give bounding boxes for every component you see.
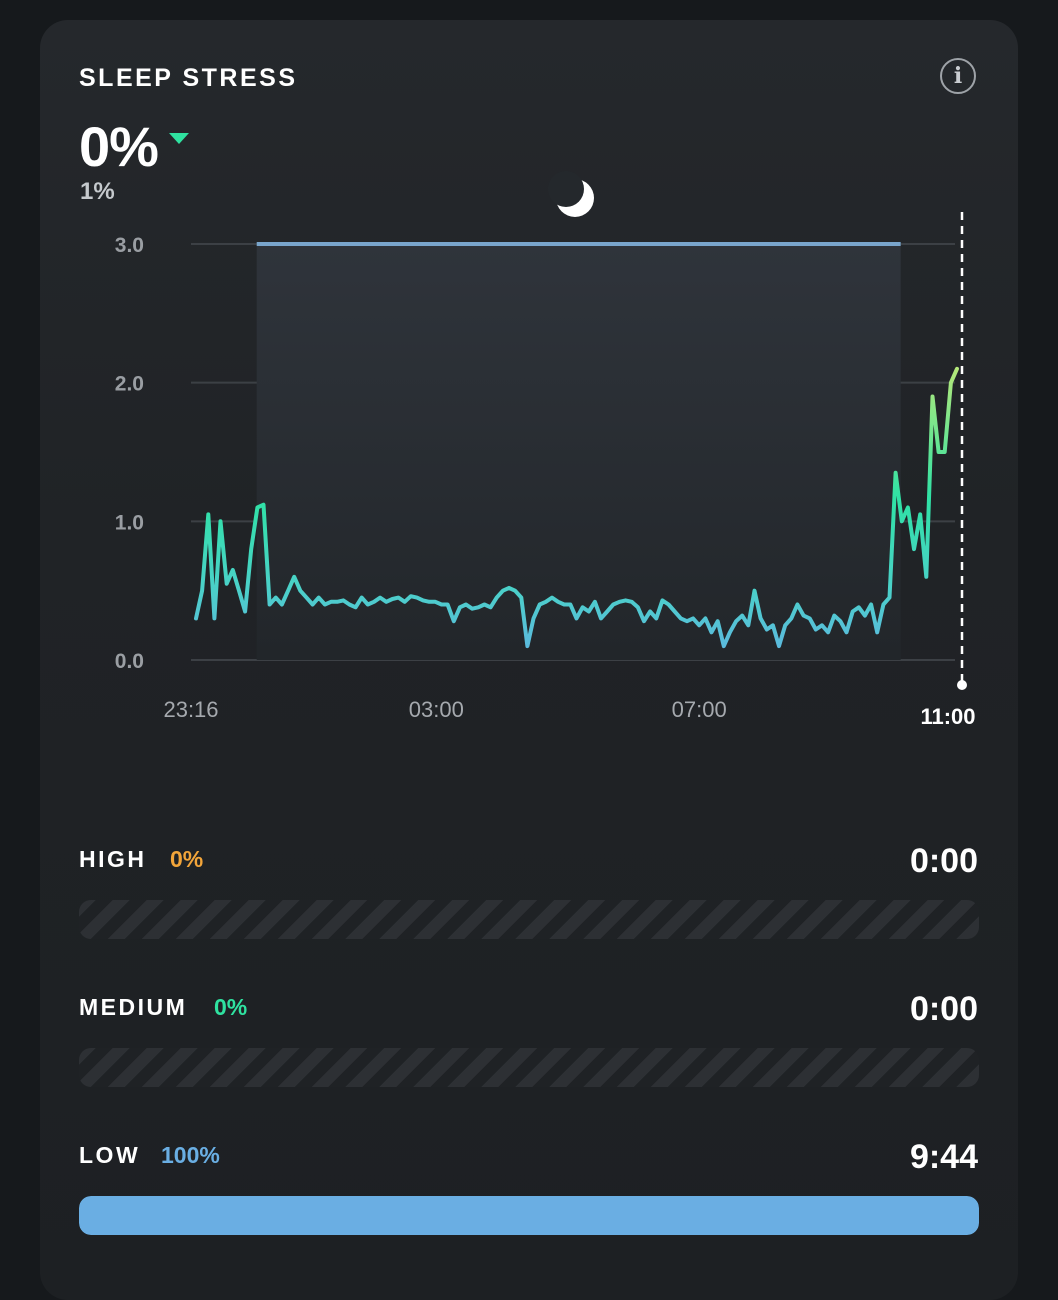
stress-value: 0% bbox=[79, 115, 159, 178]
info-icon[interactable]: i bbox=[940, 58, 976, 94]
card-title: SLEEP STRESS bbox=[79, 64, 298, 92]
medium-bar bbox=[79, 1048, 979, 1087]
y-tick-label: 3.0 bbox=[115, 234, 144, 257]
triangle-down-icon bbox=[169, 133, 189, 144]
sleep-window-area bbox=[256, 244, 901, 660]
y-tick-label: 2.0 bbox=[115, 373, 144, 396]
medium-percent: 0% bbox=[214, 994, 248, 1020]
low-bar bbox=[79, 1196, 979, 1235]
low-percent: 100% bbox=[161, 1142, 220, 1168]
previous-stress-value: 1% bbox=[80, 178, 115, 205]
x-tick-label: 03:00 bbox=[409, 697, 464, 722]
moon-icon bbox=[548, 171, 594, 217]
x-tick-label: 23:16 bbox=[163, 697, 218, 722]
stress-series-line bbox=[194, 366, 959, 649]
y-tick-label: 1.0 bbox=[115, 511, 144, 534]
high-label: HIGH bbox=[79, 846, 147, 872]
medium-duration: 0:00 bbox=[909, 990, 978, 1028]
x-tick-label: 07:00 bbox=[672, 697, 727, 722]
current-time-label: 11:00 bbox=[920, 704, 975, 729]
y-tick-label: 0.0 bbox=[115, 650, 144, 673]
moon-shadow bbox=[548, 171, 584, 207]
low-bar-fill bbox=[79, 1196, 979, 1235]
high-percent: 0% bbox=[170, 846, 204, 872]
high-bar bbox=[79, 900, 979, 939]
low-label: LOW bbox=[79, 1142, 141, 1168]
medium-label: MEDIUM bbox=[79, 994, 188, 1020]
current-time-dot bbox=[957, 680, 967, 690]
high-duration: 0:00 bbox=[909, 842, 978, 880]
stress-chart: 0.0 1.0 2.0 3.0 23:16 03:00 07:00 11:00 bbox=[115, 171, 976, 729]
low-duration: 9:44 bbox=[909, 1138, 978, 1176]
